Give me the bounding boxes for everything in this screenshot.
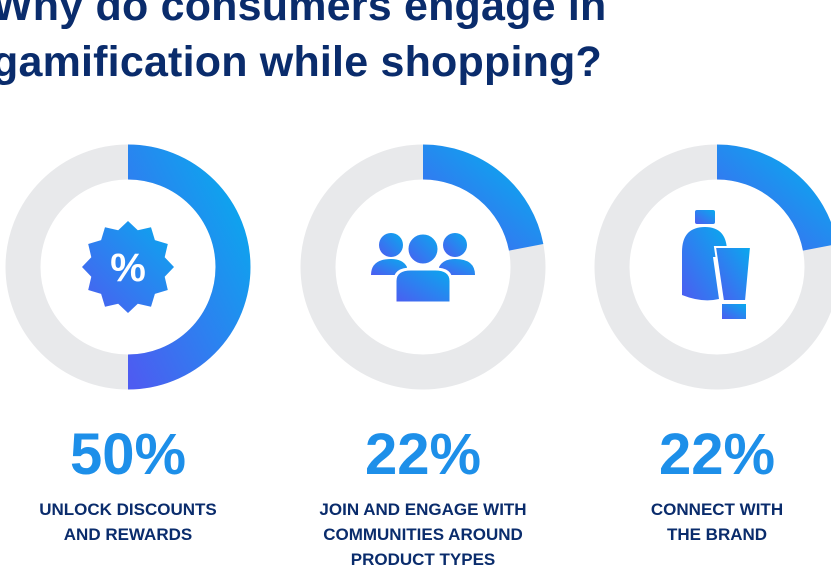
people-group-icon (371, 231, 475, 305)
label-line: JOIN AND ENGAGE WITH (319, 500, 527, 519)
donut-value-arc (716, 144, 831, 252)
donut-value-arc (127, 144, 251, 390)
label-line: UNLOCK DISCOUNTS (39, 500, 217, 519)
title-line-2: gamification while shopping? (0, 38, 602, 86)
label-line: PRODUCT TYPES (350, 550, 496, 569)
label-line: COMMUNITIES AROUND (323, 525, 523, 544)
label-line: THE BRAND (666, 525, 768, 544)
category-label-1: UNLOCK DISCOUNTS AND REWARDS (0, 497, 278, 547)
category-label-2: JOIN AND ENGAGE WITH COMMUNITIES AROUND … (273, 497, 573, 572)
title-line-1: Why do consumers engage in (0, 0, 607, 30)
donut-value-arc (422, 144, 544, 252)
percent-value-1: 50% (69, 422, 187, 487)
label-line: AND REWARDS (63, 525, 193, 544)
label-line: CONNECT WITH (650, 500, 784, 519)
page-title: Why do consumers engage in gamification … (0, 0, 606, 90)
percent-value-3: 22% (658, 422, 776, 487)
svg-text:%: % (110, 246, 146, 290)
beauty-products-icon (682, 210, 753, 319)
discount-badge-icon: % (82, 221, 174, 313)
category-label-3: CONNECT WITH THE BRAND (567, 497, 831, 547)
percent-value-2: 22% (364, 422, 482, 487)
